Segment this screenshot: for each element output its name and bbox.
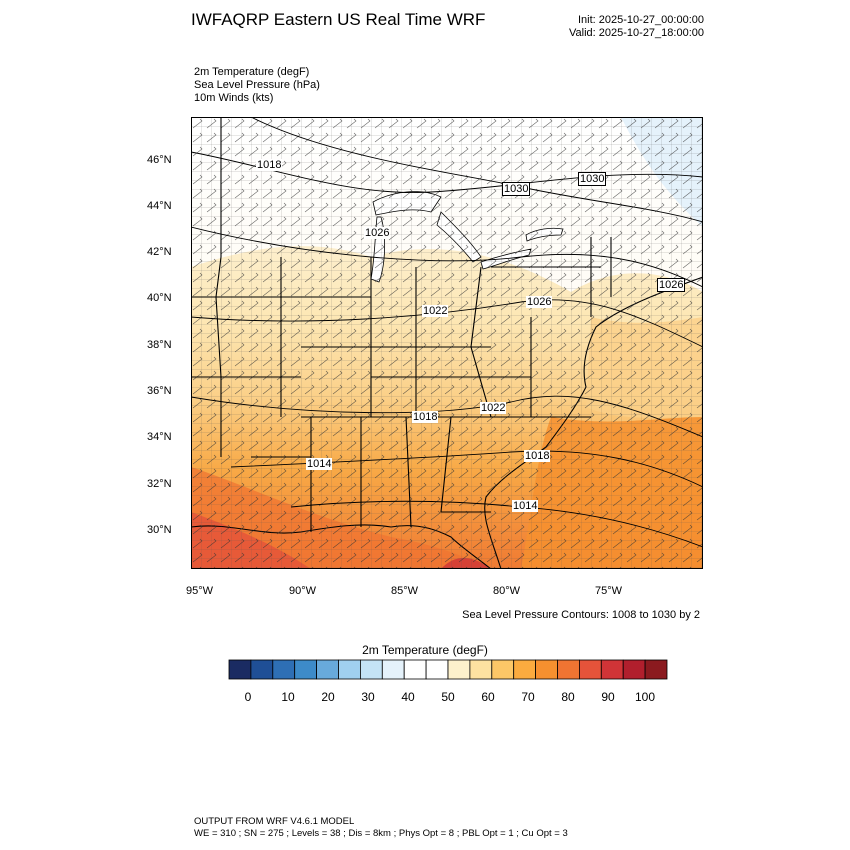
lat-label: 36°N: [147, 385, 172, 397]
weather-map: [191, 117, 703, 569]
colorbar-label: 20: [321, 690, 335, 704]
colorbar-cell: [403, 659, 427, 680]
variable-temperature: 2m Temperature (degF): [194, 66, 310, 78]
colorbar-cell: [381, 659, 405, 680]
colorbar-label: 10: [281, 690, 295, 704]
lon-label: 85°W: [391, 585, 419, 597]
colorbar-cell: [535, 659, 558, 680]
colorbar-cell: [250, 659, 274, 680]
pressure-label: 1022: [422, 305, 449, 317]
colorbar-label: 90: [601, 690, 615, 704]
lat-label: 38°N: [147, 339, 172, 351]
colorbar-label: 70: [521, 690, 535, 704]
footer-model: OUTPUT FROM WRF V4.6.1 MODEL: [194, 816, 355, 827]
colorbar-title: 2m Temperature (degF): [362, 643, 488, 657]
colorbar-label: 0: [244, 690, 252, 704]
colorbar: [228, 659, 668, 680]
valid-time: Valid: 2025-10-27_18:00:00: [569, 27, 704, 39]
colorbar-cell: [578, 659, 602, 680]
page-title: IWFAQRP Eastern US Real Time WRF: [191, 10, 486, 29]
colorbar-cell: [600, 659, 624, 680]
pressure-label: 1030: [578, 172, 607, 186]
footer-config: WE = 310 ; SN = 275 ; Levels = 38 ; Dis …: [194, 828, 568, 839]
run-times: Init: 2025-10-27_00:00:00 Valid: 2025-10…: [569, 14, 704, 40]
colorbar-cell: [622, 659, 646, 680]
lat-label: 42°N: [147, 246, 172, 258]
lat-label: 44°N: [147, 200, 172, 212]
lat-label: 32°N: [147, 478, 172, 490]
colorbar-cell: [644, 659, 668, 680]
init-time: Init: 2025-10-27_00:00:00: [578, 14, 704, 26]
lon-label: 95°W: [186, 585, 214, 597]
lat-label: 30°N: [147, 524, 172, 536]
colorbar-cell: [491, 659, 515, 680]
lat-label: 40°N: [147, 292, 172, 304]
pressure-label: 1018: [412, 411, 439, 423]
pressure-label: 1022: [480, 402, 507, 414]
pressure-label: 1030: [502, 182, 531, 196]
lat-label: 34°N: [147, 431, 172, 443]
variable-pressure: Sea Level Pressure (hPa): [194, 79, 320, 91]
colorbar-cell: [359, 659, 383, 680]
colorbar-cell: [447, 659, 471, 680]
colorbar-cell: [338, 659, 361, 680]
colorbar-label: 60: [481, 690, 495, 704]
colorbar-cell: [272, 659, 296, 680]
model-footer: OUTPUT FROM WRF V4.6.1 MODEL WE = 310 ; …: [194, 816, 568, 840]
lat-label: 46°N: [147, 154, 172, 166]
pressure-label: 1026: [364, 227, 391, 239]
lon-label: 80°W: [493, 585, 521, 597]
pressure-label: 1014: [306, 458, 333, 470]
colorbar-cell: [513, 659, 537, 680]
pressure-label: 1014: [512, 500, 539, 512]
pressure-label: 1026: [526, 296, 553, 308]
pressure-label: 1018: [256, 159, 283, 171]
lon-label: 90°W: [289, 585, 317, 597]
colorbar-cell: [228, 659, 252, 680]
colorbar-label: 40: [401, 690, 415, 704]
variable-winds: 10m Winds (kts): [194, 92, 274, 104]
pressure-label: 1018: [524, 450, 551, 462]
colorbar-label: 50: [441, 690, 455, 704]
colorbar-label: 80: [561, 690, 575, 704]
variable-list: 2m Temperature (degF) Sea Level Pressure…: [194, 66, 320, 105]
colorbar-cell: [557, 659, 580, 680]
colorbar-cell: [425, 659, 449, 680]
contour-note: Sea Level Pressure Contours: 1008 to 103…: [462, 609, 700, 621]
colorbar-cell: [469, 659, 493, 680]
lon-label: 75°W: [595, 585, 623, 597]
colorbar-cell: [316, 659, 339, 680]
pressure-label: 1026: [657, 278, 686, 292]
colorbar-label: 30: [361, 690, 375, 704]
colorbar-label: 100: [634, 690, 656, 704]
colorbar-cell: [294, 659, 317, 680]
